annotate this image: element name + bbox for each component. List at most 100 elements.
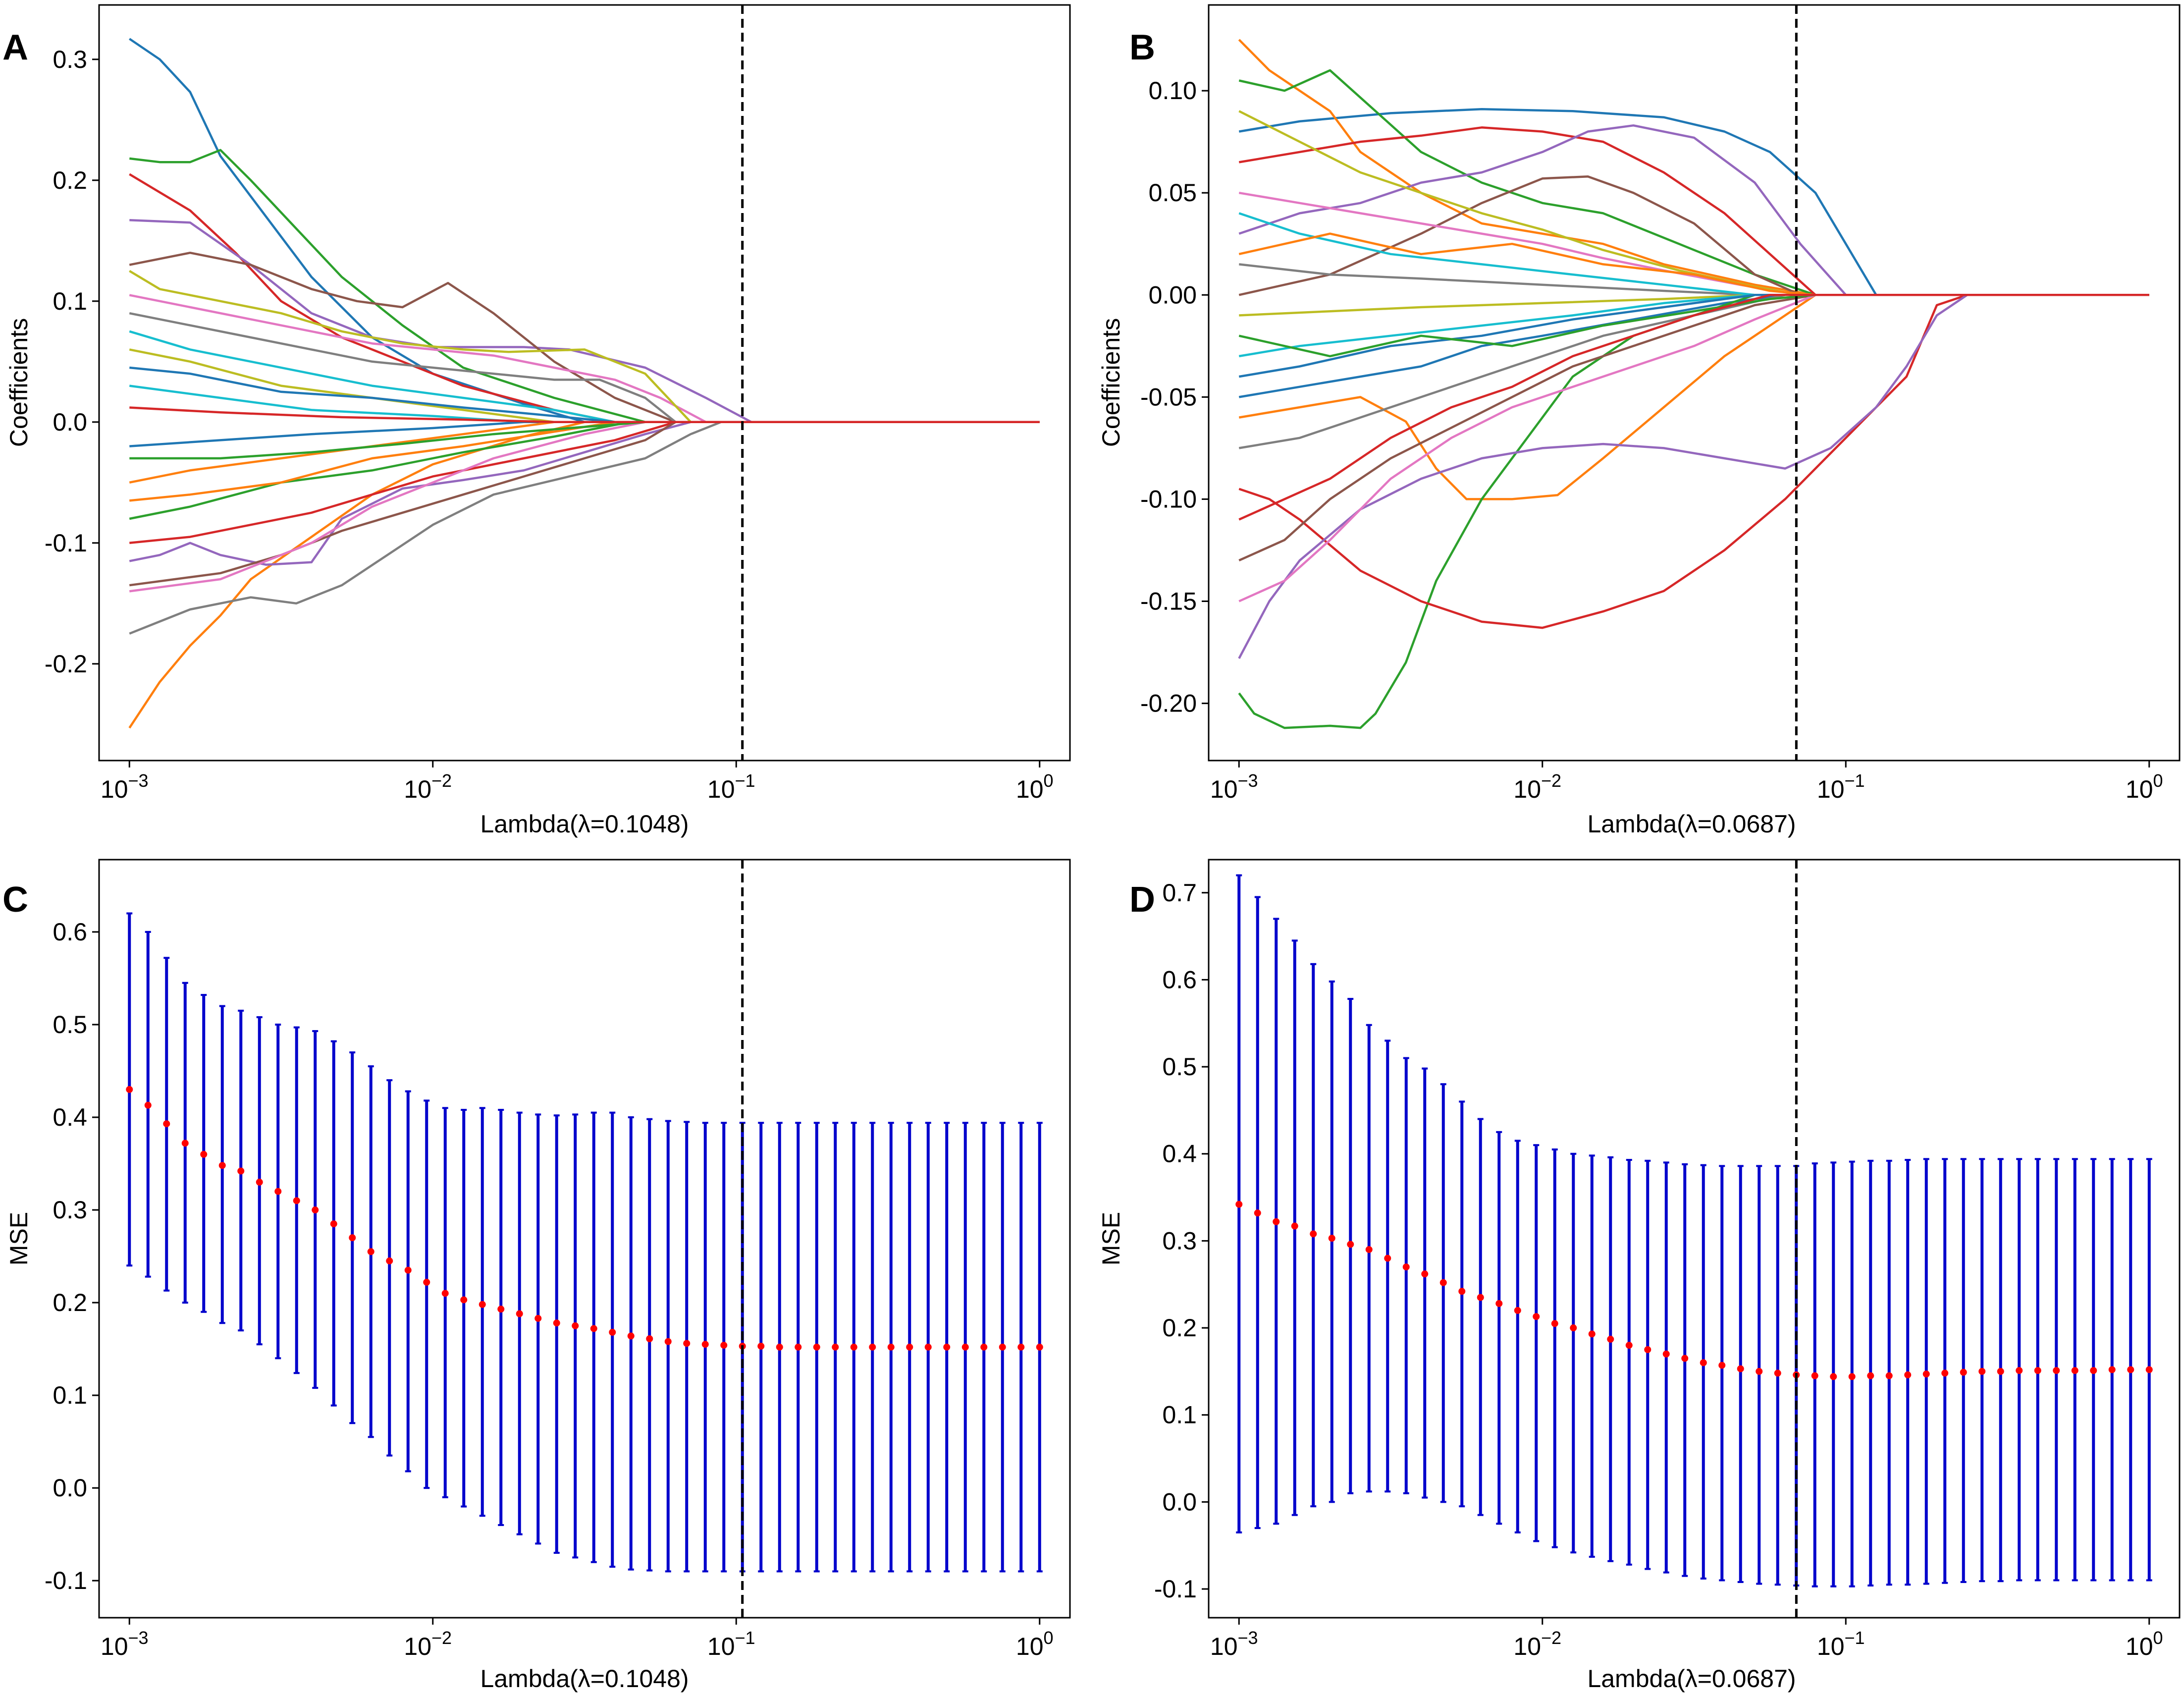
panel-c-mse-point — [980, 1343, 988, 1351]
tick-exponent: −3 — [1238, 1628, 1258, 1648]
panel-d-y-tick-label: 0.2 — [1162, 1314, 1197, 1342]
panel-d-mse-point — [1756, 1367, 1763, 1375]
panel-c-mse-point — [776, 1343, 783, 1351]
panel-c-mse-point — [646, 1335, 653, 1343]
panel-d-mse-point — [1607, 1335, 1614, 1343]
panel-d-mse-point — [2034, 1367, 2041, 1374]
panel-d-y-tick-label: 0.1 — [1162, 1401, 1197, 1429]
panel-c-mse-point — [1017, 1343, 1025, 1351]
panel-b-coefficient-path — [1238, 294, 2149, 562]
panel-c-y-tick-label: 0.2 — [53, 1289, 87, 1316]
panel-a-x-axis-label: Lambda(λ=0.1048) — [480, 810, 689, 838]
panel-a-coefficient-path — [129, 406, 1040, 424]
panel-d-mse-point — [2108, 1366, 2116, 1373]
panel-b-y-tick-label: -0.20 — [1140, 690, 1197, 717]
panel-a-coefficient-path — [129, 149, 1040, 424]
tick-base: 10 — [1513, 1633, 1541, 1660]
panel-d-mse-point — [1421, 1270, 1429, 1278]
tick-exponent: 0 — [1044, 1628, 1054, 1648]
panel-c-mse-point — [999, 1343, 1006, 1351]
panel-d-mse-point — [1978, 1367, 1986, 1375]
panel-c-mse-point — [367, 1248, 374, 1256]
panel-c-mse-point — [869, 1343, 876, 1351]
panel-d-mse-point — [1570, 1324, 1577, 1332]
tick-base: 10 — [101, 775, 128, 803]
panel-d-x-tick-label: 10−3 — [1210, 1628, 1258, 1660]
panel-c-mse-point — [386, 1257, 393, 1264]
panel-d-mse-point — [2145, 1366, 2153, 1373]
panel-b-coefficient-path — [1238, 294, 2149, 602]
panel-d-mse-point — [1922, 1370, 1930, 1378]
panel-c-mse-point — [163, 1120, 170, 1128]
panel-b-plot-area — [1238, 5, 2149, 761]
panel-b-y-axis-label: Coefficients — [1097, 318, 1125, 447]
tick-exponent: −3 — [1238, 770, 1258, 791]
tick-exponent: −2 — [431, 770, 452, 791]
panel-c-mse-point — [404, 1266, 412, 1274]
tick-exponent: 0 — [2153, 770, 2163, 791]
panel-c-mse-point — [832, 1343, 839, 1351]
tick-exponent: −2 — [431, 1628, 452, 1648]
panel-d-mse-point — [1904, 1371, 1912, 1378]
panel-d-mse-point — [1718, 1362, 1726, 1369]
tick-base: 10 — [707, 1633, 735, 1660]
panel-a-x-tick-label: 10−3 — [101, 770, 149, 803]
panel-b-x-axis-label: Lambda(λ=0.0687) — [1587, 810, 1796, 838]
panel-c-mse-point — [590, 1325, 597, 1332]
panel-a-coefficient-path — [129, 421, 1040, 545]
panel-c-x-tick-label: 10−2 — [404, 1628, 452, 1660]
panel-c-mse-point — [887, 1343, 895, 1351]
panel-c-axes-frame — [98, 859, 1071, 1619]
panel-b-coefficient-path — [1238, 110, 2149, 296]
panel-d-mse-point — [1867, 1372, 1874, 1379]
panel-c-mse-point — [460, 1296, 468, 1304]
panel-a-y-tick-label: 0.3 — [53, 46, 87, 73]
panel-b-label: B — [1129, 28, 1155, 67]
panel-d-mse-point — [1811, 1372, 1818, 1379]
tick-base: 10 — [404, 775, 431, 803]
panel-d-mse-point — [1625, 1342, 1633, 1349]
panel-c-x-tick-label: 100 — [1016, 1628, 1054, 1660]
panel-d-mse-point — [1254, 1209, 1261, 1217]
panel-d-mse-point — [1551, 1320, 1558, 1327]
tick-base: 10 — [2126, 1633, 2153, 1660]
tick-base: 10 — [2126, 775, 2153, 803]
panel-b-coefficient-path — [1238, 108, 2149, 296]
panel-d-mse-point — [1588, 1330, 1596, 1338]
panel-d-mse-point — [1997, 1367, 2004, 1375]
panel-b-x-tick-label: 10−3 — [1210, 770, 1258, 803]
panel-c-y-tick-label: 0.0 — [53, 1474, 87, 1502]
panel-c-mse-point — [516, 1310, 523, 1317]
panel-b-x-tick-label: 100 — [2126, 770, 2163, 803]
panel-a-coefficient-path — [128, 421, 1040, 729]
panel-a-x-tick-label: 10−2 — [404, 770, 452, 803]
tick-exponent: −1 — [735, 770, 755, 791]
panel-c-mse-point — [1036, 1343, 1043, 1351]
panel-c-mse-point — [293, 1197, 300, 1204]
panel-c-mse-point — [664, 1338, 672, 1345]
panel-d-y-tick-label: 0.0 — [1162, 1488, 1197, 1516]
panel-a-coefficient-path — [129, 38, 1040, 424]
panel-b-coefficient-path — [1238, 294, 2149, 378]
panel-a-coefficient-path — [129, 330, 1040, 424]
panel-a-coefficient-path — [129, 421, 1040, 593]
panel-c-y-tick-label: 0.6 — [53, 918, 87, 946]
panel-d-mse-point — [2127, 1366, 2134, 1373]
panel-c-mse-point — [126, 1086, 133, 1093]
panel-d-mse-point — [1458, 1288, 1466, 1295]
panel-c-mse-point — [256, 1178, 263, 1186]
panel-c-y-tick-label: 0.3 — [53, 1196, 87, 1224]
panel-c-y-tick-label: 0.4 — [53, 1103, 87, 1131]
panel-c-mse-point — [572, 1322, 579, 1329]
panel-d-y-tick-label: 0.6 — [1162, 966, 1197, 993]
panel-c-mse-point — [200, 1150, 208, 1158]
tick-exponent: −1 — [1845, 1628, 1865, 1648]
panel-d-mse-point — [2053, 1367, 2060, 1374]
panel-a-coefficient-path — [129, 421, 1040, 502]
panel-d-x-tick-label: 10−2 — [1513, 1628, 1561, 1660]
panel-c-mse-point — [534, 1314, 542, 1322]
